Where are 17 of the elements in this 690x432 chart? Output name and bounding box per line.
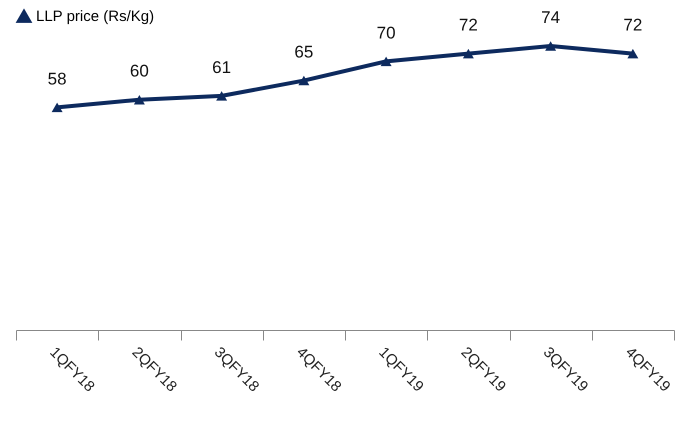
data-label: 74	[541, 8, 560, 27]
data-label: 72	[458, 16, 478, 35]
point	[52, 102, 63, 112]
point	[380, 56, 392, 66]
legend-label: LLP price (Rs/Kg)	[36, 8, 154, 25]
point	[545, 41, 556, 51]
point	[216, 91, 228, 101]
point	[134, 94, 145, 104]
data-label: 61	[212, 58, 232, 77]
point	[462, 48, 474, 58]
data-label: 72	[623, 16, 642, 35]
data-label: 60	[130, 62, 149, 81]
point	[627, 48, 638, 58]
data-label: 65	[294, 42, 314, 62]
data-label: 58	[48, 69, 67, 88]
point	[298, 76, 310, 86]
data-label: 70	[376, 23, 396, 42]
